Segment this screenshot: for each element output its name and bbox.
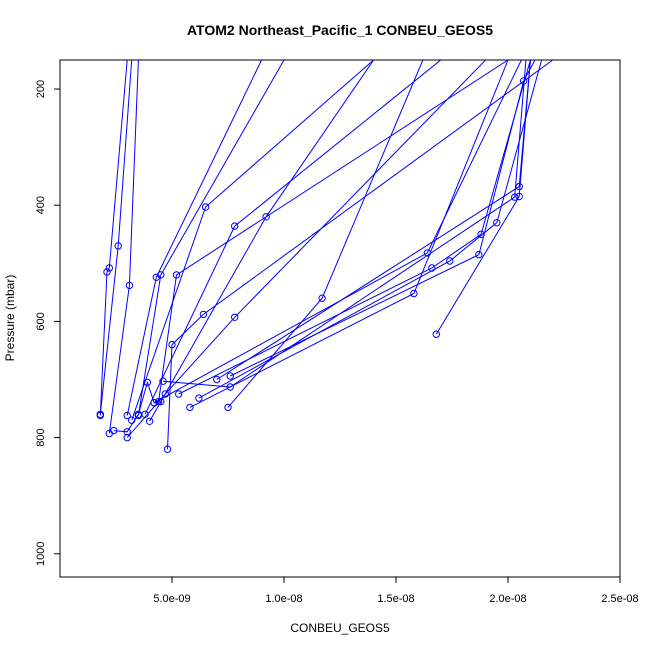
data-point bbox=[123, 428, 131, 436]
data-point bbox=[125, 281, 134, 290]
data-point bbox=[195, 394, 203, 402]
profile-line bbox=[99, 60, 133, 415]
y-tick-label: 400 bbox=[35, 196, 47, 214]
y-tick-label: 1000 bbox=[35, 542, 47, 566]
data-point bbox=[110, 426, 118, 435]
data-point bbox=[134, 410, 143, 418]
data-point bbox=[423, 249, 432, 257]
data-point bbox=[105, 264, 114, 272]
data-point bbox=[432, 330, 440, 338]
data-point bbox=[175, 390, 183, 398]
data-point bbox=[157, 271, 165, 279]
profile-line bbox=[126, 60, 486, 438]
profile-line bbox=[153, 60, 522, 404]
profile-line bbox=[178, 60, 531, 395]
data-point bbox=[224, 403, 232, 412]
data-point bbox=[213, 375, 221, 384]
data-point bbox=[318, 294, 326, 302]
data-point bbox=[477, 230, 485, 239]
y-tick-label: 200 bbox=[35, 80, 47, 98]
data-point bbox=[231, 313, 239, 321]
data-point bbox=[475, 250, 483, 259]
data-point bbox=[226, 383, 234, 391]
x-axis-label: CONBEU_GEOS5 bbox=[290, 621, 390, 635]
data-point bbox=[123, 433, 131, 442]
x-axis: 5.0e-09 1.0e-08 1.5e-08 2.0e-08 2.5e-08 bbox=[153, 577, 639, 605]
data-point bbox=[226, 372, 234, 380]
data-point bbox=[520, 77, 528, 85]
data-point bbox=[157, 397, 165, 406]
data-point bbox=[186, 403, 194, 412]
y-tick-label: 600 bbox=[35, 312, 47, 330]
y-axis-label: Pressure (mbar) bbox=[3, 275, 17, 362]
y-tick-label: 800 bbox=[35, 428, 47, 446]
plot-lines bbox=[99, 60, 554, 450]
data-point bbox=[159, 377, 167, 385]
profile-line bbox=[227, 60, 424, 408]
profile-line bbox=[131, 60, 374, 421]
data-point bbox=[114, 242, 122, 250]
profile-line bbox=[137, 60, 285, 416]
x-tick-label: 2.0e-08 bbox=[489, 593, 526, 605]
profile-line bbox=[167, 60, 554, 450]
data-point bbox=[145, 417, 154, 425]
data-point bbox=[152, 273, 161, 281]
data-point bbox=[172, 271, 181, 279]
plot-frame bbox=[59, 59, 621, 578]
data-point bbox=[163, 445, 172, 453]
profile-line bbox=[162, 60, 527, 388]
x-tick-label: 5.0e-09 bbox=[153, 593, 190, 605]
data-point bbox=[154, 397, 163, 406]
data-point bbox=[201, 203, 210, 211]
data-point bbox=[231, 222, 239, 230]
profile-line bbox=[158, 60, 509, 402]
data-point bbox=[143, 378, 152, 387]
chart-title: ATOM2 Northeast_Pacific_1 CONBEU_GEOS5 bbox=[187, 22, 493, 38]
data-point bbox=[199, 310, 208, 319]
data-point bbox=[515, 182, 523, 191]
y-axis: 200 400 600 800 1000 bbox=[35, 80, 60, 566]
data-point bbox=[515, 192, 523, 201]
data-point bbox=[511, 193, 519, 201]
data-point bbox=[96, 410, 105, 418]
profile-line bbox=[144, 60, 442, 415]
data-point bbox=[262, 213, 270, 221]
profile-line bbox=[99, 60, 128, 416]
x-tick-label: 1.5e-08 bbox=[377, 593, 414, 605]
data-point bbox=[493, 219, 501, 227]
data-point bbox=[103, 268, 111, 276]
data-point bbox=[446, 257, 454, 265]
x-tick-label: 1.0e-08 bbox=[265, 593, 302, 605]
data-point bbox=[428, 264, 436, 272]
data-point bbox=[168, 340, 176, 349]
profile-line bbox=[126, 60, 263, 416]
profile-line bbox=[189, 60, 509, 408]
profile-line bbox=[108, 60, 139, 434]
x-tick-label: 2.5e-08 bbox=[601, 593, 638, 605]
data-point bbox=[123, 411, 131, 420]
data-point bbox=[161, 390, 170, 398]
data-point bbox=[128, 416, 136, 424]
profile-line bbox=[435, 60, 531, 335]
data-point bbox=[410, 289, 418, 298]
plot-points bbox=[96, 77, 528, 453]
